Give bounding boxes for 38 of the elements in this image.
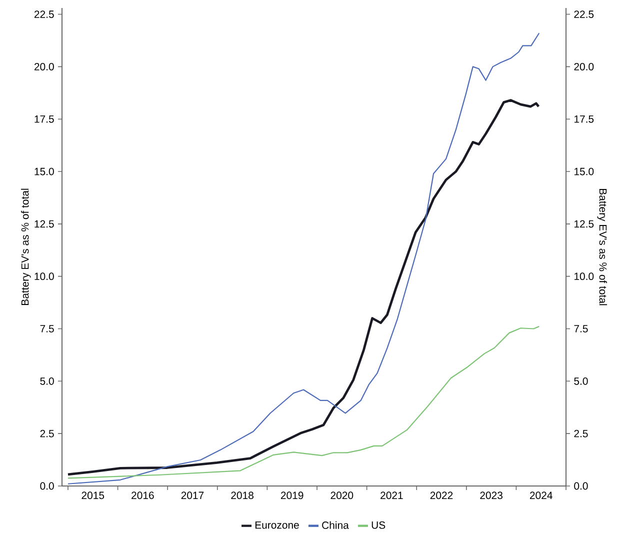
y-axis-title: Battery EV's as % of total: [21, 188, 31, 305]
legend-label: US: [372, 521, 386, 529]
y2-tick-label: 10.0: [574, 272, 594, 280]
y2-tick-label: 12.5: [574, 220, 594, 228]
line-series: [66, 99, 540, 476]
y2-tick-label: 15.0: [574, 168, 594, 176]
y-tick-label: 10.0: [34, 272, 54, 280]
x-tick-label: 2020: [330, 492, 354, 500]
x-tick-label: 2017: [181, 492, 204, 500]
x-tick-label: 2023: [480, 492, 502, 500]
line-series: [67, 32, 540, 484]
y-tick-label: 20.0: [34, 62, 54, 70]
y-tick-label: 5.0: [40, 377, 54, 385]
y2-tick-label: 7.5: [574, 325, 588, 332]
y-tick-label: 12.5: [34, 220, 54, 228]
y2-tick-label: 2.5: [574, 430, 588, 438]
y-tick-label: 2.5: [40, 430, 54, 438]
y2-tick-label: 0.0: [574, 482, 588, 490]
y-tick-label: 0.0: [40, 482, 54, 490]
y-tick-label: 17.5: [34, 115, 54, 123]
line-series: [67, 326, 540, 479]
y2-axis-title: Battery EV's as % of total: [597, 188, 607, 306]
x-tick-label: 2021: [380, 492, 403, 500]
y-tick-label: 7.5: [40, 325, 54, 332]
x-tick-label: 2024: [530, 492, 552, 500]
x-tick-label: 2015: [82, 492, 104, 500]
y-tick-label: 22.5: [34, 10, 54, 18]
y-tick-label: 15.0: [34, 168, 54, 176]
y2-tick-label: 17.5: [574, 115, 594, 123]
y2-tick-label: 20.0: [574, 62, 594, 70]
x-tick-label: 2018: [231, 492, 254, 500]
x-tick-label: 2016: [132, 492, 154, 500]
y2-tick-label: 5.0: [574, 377, 588, 385]
legend-label: Eurozone: [255, 521, 299, 529]
legend-label: China: [322, 521, 349, 529]
x-tick-label: 2019: [280, 492, 304, 500]
x-tick-label: 2022: [430, 492, 453, 500]
y2-tick-label: 22.5: [574, 10, 594, 18]
